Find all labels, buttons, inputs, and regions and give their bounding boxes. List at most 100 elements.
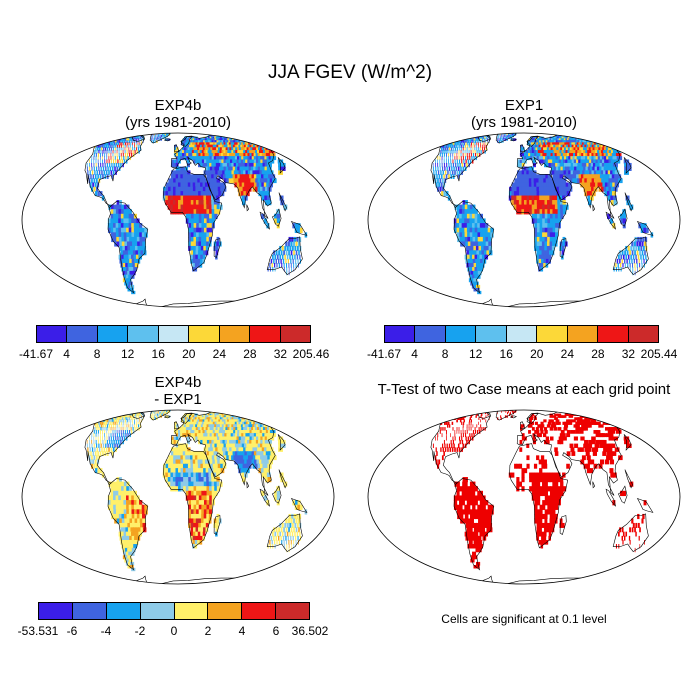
coastline-ellesmere [484, 133, 500, 135]
panel-title-ttest-line1: T-Test of two Case means at each grid po… [377, 381, 671, 398]
colorbar-label: 12 [468, 347, 483, 361]
colorbar-swatch [140, 603, 175, 619]
coastline-newGuinea [636, 220, 654, 236]
coastline-japan [623, 157, 632, 174]
colorbar-bar [36, 325, 311, 343]
coastline-ellesmere [138, 410, 154, 412]
coastline-northAmerica [425, 134, 491, 209]
coastline-madagascar [213, 238, 221, 258]
coastline-newZealand [640, 547, 659, 562]
coastline-japan [623, 434, 632, 451]
coastline-borneo [272, 208, 282, 227]
colorbar-swatch [567, 326, 599, 342]
colorbar-label: 8 [93, 347, 101, 361]
panel-title-ttest: T-Test of two Case means at each grid po… [352, 381, 696, 398]
coastline-australia [612, 513, 649, 552]
coastline-northAmerica [425, 411, 491, 486]
colorbar-label: 32 [273, 347, 288, 361]
map-coastlines [79, 133, 313, 307]
coastline-scandinavia [526, 136, 539, 147]
coastline-uk [173, 144, 180, 153]
coastline-uk [519, 421, 526, 430]
colorbar-bar [384, 325, 659, 343]
panel-title-diff-line2: - EXP1 [154, 391, 202, 408]
colorbar-label: 4 [238, 624, 246, 638]
coastline-eurasia [170, 133, 283, 219]
coastline-sriLanka [592, 481, 596, 489]
colorbar-swatch [506, 326, 538, 342]
coastline-newGuinea [290, 497, 308, 513]
coastline-newZealand [294, 270, 313, 285]
colorbar-swatch [208, 603, 243, 619]
coastline-scandinavia [180, 413, 193, 424]
colorbar-label: 24 [212, 347, 227, 361]
panel-title-exp1-line2: (yrs 1981-2010) [471, 114, 577, 131]
panel-title-exp1-line1: EXP1 [504, 97, 544, 114]
coastline-eurasia [170, 410, 283, 496]
map-exp4b [21, 132, 335, 308]
colorbar-swatch [72, 603, 107, 619]
colorbar-swatch [280, 326, 310, 342]
significance-note: Cells are significant at 0.1 level [441, 612, 607, 626]
colorbar-swatch [219, 326, 251, 342]
panel-title-diff-line1: EXP4b [154, 374, 202, 391]
coastline-southAmerica [107, 201, 149, 294]
coastline-sriLanka [592, 204, 596, 212]
coastline-northAmerica [79, 411, 145, 486]
map-coastlines [425, 410, 659, 584]
colorbar-label: 8 [441, 347, 449, 361]
colorbar-label: -6 [66, 624, 78, 638]
coastline-uk [519, 144, 526, 153]
colorbar-label: 16 [499, 347, 513, 361]
colorbar-swatch [445, 326, 477, 342]
colorbar-label: 12 [120, 347, 135, 361]
coastline-newGuinea [290, 220, 308, 236]
colorbar-label: 32 [621, 347, 636, 361]
coastline-southAmerica [107, 478, 149, 571]
coastline-borneo [618, 485, 628, 504]
coastline-southAmerica [453, 478, 495, 571]
colorbar-label: -4 [100, 624, 112, 638]
colorbar-label: 20 [182, 347, 196, 361]
colorbar-swatch [67, 326, 98, 342]
colorbar-label: -2 [134, 624, 146, 638]
coastline-iceland [510, 415, 518, 419]
coastline-greenland [495, 410, 517, 421]
map-diff [21, 409, 335, 585]
colorbar-label: 4 [63, 347, 70, 361]
coastline-madagascar [213, 515, 221, 535]
coastline-southAmerica [453, 201, 495, 294]
coastline-africa [163, 166, 223, 272]
colorbar-label: 2 [204, 624, 212, 638]
coastline-sumatra [259, 488, 270, 507]
coastline-iceland [164, 138, 172, 142]
coastline-sumatra [605, 211, 616, 230]
coastline-newGuinea [636, 497, 654, 513]
colorbar-swatch [415, 326, 446, 342]
coastline-scandinavia [180, 136, 193, 147]
colorbar-swatch [537, 326, 568, 342]
colorbar-label: 205.44 [640, 347, 678, 361]
map-land-layer [426, 133, 657, 295]
colorbar-label: 28 [243, 347, 257, 361]
coastline-ellesmere [484, 410, 500, 412]
coastline-newZealand [640, 270, 659, 285]
colorbar-swatch [250, 326, 281, 342]
coastline-philippines [278, 192, 287, 212]
coastline-sumatra [605, 488, 616, 507]
coastline-africa [163, 443, 223, 549]
coastline-australia [266, 513, 303, 552]
map-land-layer [80, 410, 311, 572]
coastline-ellesmere [138, 133, 154, 135]
coastline-iceland [164, 415, 172, 419]
colorbar-swatch [476, 326, 507, 342]
colorbar-swatch [276, 603, 309, 619]
colorbar-label: 28 [591, 347, 605, 361]
coastline-africa [509, 166, 569, 272]
colorbar-label: 36.502 [291, 624, 329, 638]
coastline-africa [509, 443, 569, 549]
main-title: JJA FGEV (W/m^2) [267, 62, 433, 83]
colorbar-swatch [106, 603, 141, 619]
colorbar-swatch [174, 603, 209, 619]
map-border [367, 132, 681, 308]
